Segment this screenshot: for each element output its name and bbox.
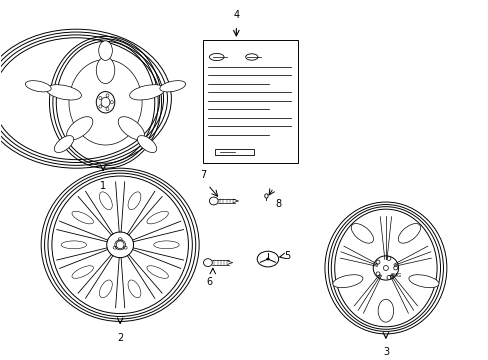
Ellipse shape (53, 180, 186, 310)
Ellipse shape (96, 57, 115, 84)
Ellipse shape (386, 275, 390, 279)
Ellipse shape (336, 214, 434, 322)
Text: 4: 4 (233, 10, 239, 20)
Text: 3: 3 (382, 347, 388, 357)
Ellipse shape (99, 280, 112, 298)
Ellipse shape (106, 94, 109, 97)
Circle shape (266, 258, 269, 260)
Ellipse shape (118, 117, 144, 140)
Ellipse shape (72, 211, 93, 224)
Ellipse shape (72, 266, 93, 278)
Ellipse shape (46, 85, 81, 100)
Ellipse shape (372, 256, 398, 280)
Ellipse shape (375, 260, 379, 264)
Ellipse shape (160, 81, 185, 92)
Text: 1: 1 (100, 181, 106, 191)
Ellipse shape (146, 266, 168, 278)
Ellipse shape (393, 266, 397, 270)
Ellipse shape (128, 280, 141, 298)
Ellipse shape (128, 192, 141, 210)
Bar (215, 149, 254, 155)
Ellipse shape (350, 224, 373, 243)
Ellipse shape (377, 299, 393, 322)
Text: AMG: AMG (389, 273, 401, 278)
Text: 8: 8 (275, 199, 281, 209)
Ellipse shape (375, 272, 379, 276)
Ellipse shape (99, 192, 112, 210)
Text: 5: 5 (284, 251, 290, 261)
Ellipse shape (129, 85, 164, 100)
Ellipse shape (99, 105, 102, 108)
Ellipse shape (54, 136, 74, 153)
Text: 7: 7 (200, 170, 206, 180)
Ellipse shape (137, 136, 156, 153)
Ellipse shape (106, 107, 109, 111)
Ellipse shape (146, 211, 168, 224)
Ellipse shape (386, 257, 390, 260)
Bar (203, 40, 298, 163)
Text: 6: 6 (206, 277, 212, 287)
Ellipse shape (332, 275, 362, 288)
Ellipse shape (99, 96, 102, 100)
Ellipse shape (203, 259, 212, 266)
Ellipse shape (245, 54, 257, 60)
Ellipse shape (61, 241, 86, 249)
Ellipse shape (99, 41, 112, 60)
Ellipse shape (209, 197, 218, 205)
Ellipse shape (110, 101, 113, 104)
Ellipse shape (96, 91, 115, 113)
Ellipse shape (25, 81, 51, 92)
Ellipse shape (397, 224, 420, 243)
Ellipse shape (66, 117, 93, 140)
Ellipse shape (408, 275, 438, 288)
Text: 2: 2 (117, 333, 123, 343)
Ellipse shape (106, 232, 133, 258)
Ellipse shape (209, 53, 224, 60)
Ellipse shape (154, 241, 179, 249)
